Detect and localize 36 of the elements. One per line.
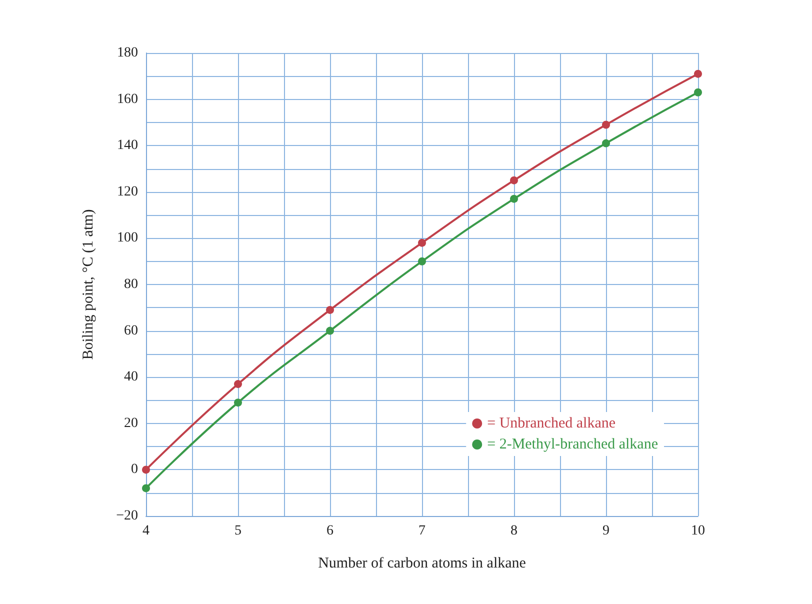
x-tick-label: 6 [326, 524, 334, 538]
point [694, 70, 702, 78]
legend-label: = 2-Methyl-branched alkane [487, 436, 658, 452]
y-tick-label: 80 [124, 277, 138, 292]
y-tick-label: 20 [124, 416, 138, 431]
point [602, 139, 610, 148]
x-tick-label: 9 [602, 524, 610, 538]
x-axis-title: Number of carbon atoms in alkane [318, 556, 526, 572]
point [142, 484, 150, 492]
y-tick-label: 100 [117, 230, 138, 246]
point [694, 88, 702, 96]
y-tick-label: 180 [117, 46, 138, 60]
point [326, 306, 334, 314]
y-tick-label: −20 [116, 508, 138, 524]
x-tick-label: 8 [510, 524, 518, 538]
y-tick-label: 60 [124, 323, 138, 338]
y-tick-label: 40 [124, 370, 138, 385]
y-axis-title: Boiling point, °C (1 atm) [80, 209, 96, 360]
x-tick-label: 10 [691, 524, 705, 538]
y-tick-label: 0 [131, 462, 138, 478]
x-tick-label: 4 [142, 524, 150, 538]
y-tick-label: 140 [117, 138, 138, 154]
point [510, 194, 518, 203]
point [234, 398, 242, 407]
point [142, 466, 150, 474]
point [234, 380, 242, 388]
point [418, 257, 426, 266]
y-tick-label: 120 [117, 184, 138, 200]
point [602, 120, 610, 129]
x-tick-label: 5 [234, 524, 242, 538]
x-tick-label: 7 [418, 524, 426, 538]
y-tick-label: 160 [117, 92, 138, 107]
point [510, 176, 518, 184]
point [418, 238, 426, 247]
point [326, 326, 334, 335]
legend-label: = Unbranched alkane [487, 416, 616, 432]
